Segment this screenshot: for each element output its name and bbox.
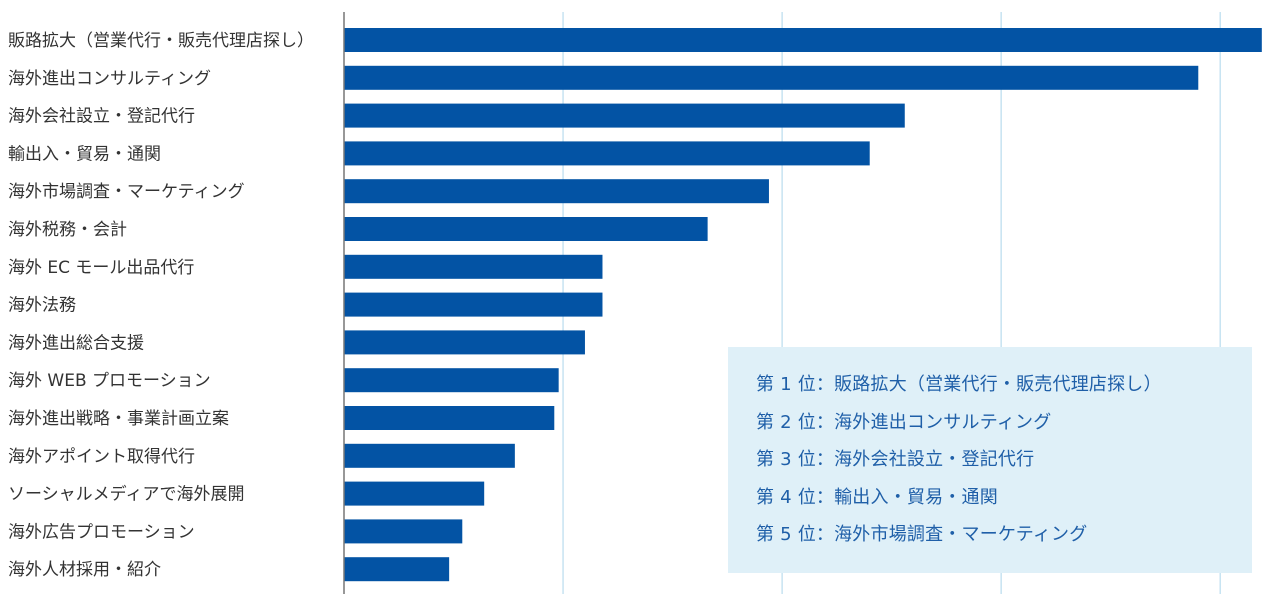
ranking-item-3: 第 3 位：海外会社設立・登記代行 <box>756 449 1035 470</box>
bar <box>344 254 603 279</box>
bar <box>344 406 555 430</box>
category-label: 海外人材採用・紹介 <box>8 560 161 580</box>
category-label: ソーシャルメディアで海外展開 <box>8 484 244 505</box>
bar <box>344 103 905 128</box>
bar <box>344 443 515 468</box>
bar <box>344 481 485 506</box>
bar <box>344 330 585 355</box>
category-label: 海外アポイント取得代行 <box>8 447 195 467</box>
bar <box>344 368 559 393</box>
category-label: 販路拡大（営業代行・販売代理店探し） <box>8 31 314 51</box>
bar <box>344 519 463 544</box>
category-label: 輸出入・貿易・通関 <box>8 144 161 164</box>
bar <box>344 65 1199 90</box>
category-label: 海外会社設立・登記代行 <box>8 107 195 127</box>
bar <box>344 28 1262 52</box>
category-label: 海外市場調査・マーケティング <box>8 182 245 202</box>
top5-ranking-box: 第 1 位：販路拡大（営業代行・販売代理店探し） 第 2 位：海外進出コンサルテ… <box>728 347 1252 573</box>
ranking-item-5: 第 5 位：海外市場調査・マーケティング <box>756 524 1088 545</box>
category-label: 海外法務 <box>8 296 76 316</box>
category-label: 海外進出総合支援 <box>8 333 144 353</box>
category-label: 海外税務・会計 <box>8 220 127 240</box>
category-label: 海外進出戦略・事業計画立案 <box>8 409 229 429</box>
category-label: 海外 WEB プロモーション <box>8 371 211 391</box>
bar <box>344 179 769 204</box>
bars-layer <box>344 28 1262 582</box>
category-label: 海外広告プロモーション <box>8 522 195 542</box>
category-label: 海外進出コンサルティング <box>8 69 211 89</box>
ranking-item-2: 第 2 位：海外進出コンサルティング <box>756 411 1052 433</box>
category-labels: 販路拡大（営業代行・販売代理店探し） 海外進出コンサルティング海外会社設立・登記代… <box>8 31 314 580</box>
ranking-item-1: 第 1 位：販路拡大（営業代行・販売代理店探し） <box>756 374 1162 395</box>
ranking-item-4: 第 4 位：輸出入・貿易・通関 <box>756 486 998 508</box>
bar <box>344 141 870 166</box>
bar <box>344 557 450 582</box>
category-label: 海外 EC モール出品代行 <box>8 258 194 278</box>
bar <box>344 217 708 241</box>
bar <box>344 292 603 317</box>
